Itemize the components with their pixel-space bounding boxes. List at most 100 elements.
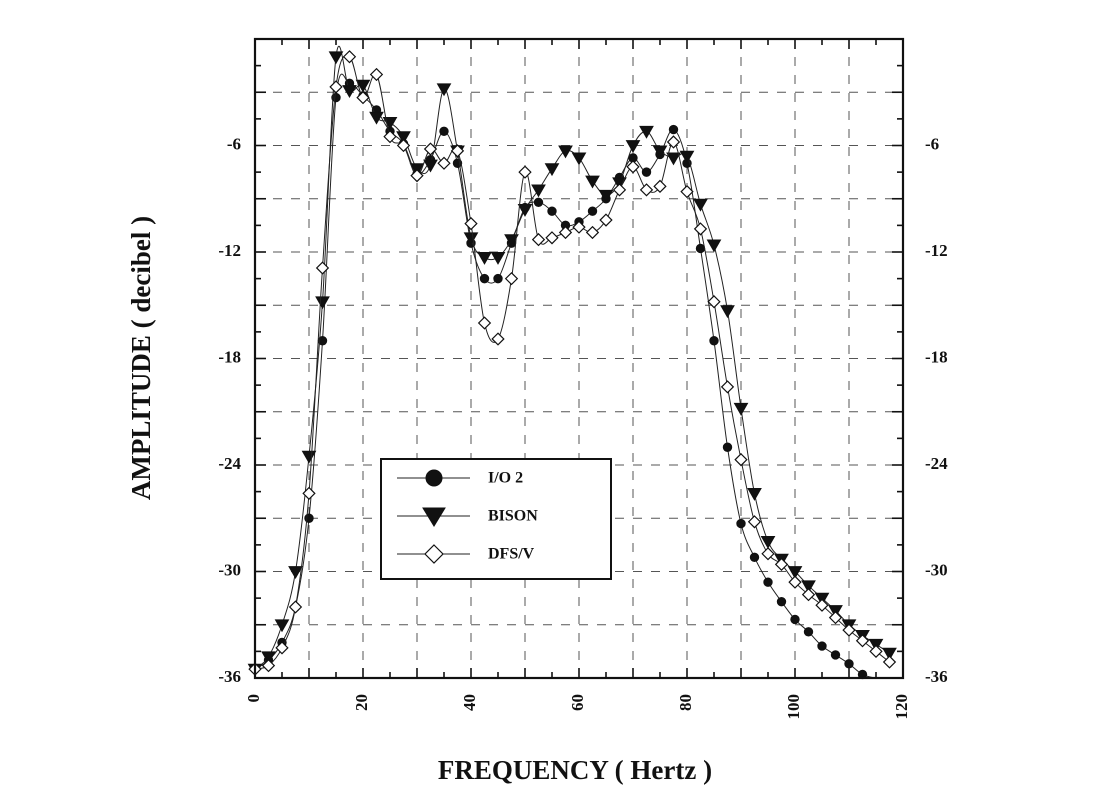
data-point-bison xyxy=(733,402,749,416)
data-point-dfs-v xyxy=(572,220,586,234)
data-point-bison xyxy=(517,204,533,217)
series-layer xyxy=(247,45,897,680)
data-point-bison xyxy=(882,647,897,661)
data-point-bison xyxy=(369,111,384,125)
data-point-bison xyxy=(571,152,587,166)
data-point-dfs-v xyxy=(815,598,829,612)
data-point-dfs-v xyxy=(882,655,897,669)
y-tick-label-right: -12 xyxy=(925,241,948,260)
data-point-dfs-v xyxy=(626,160,640,174)
x-tick-label: 0 xyxy=(244,694,263,703)
data-point-i-o-2 xyxy=(844,659,854,669)
x-tick-label: 20 xyxy=(352,694,371,711)
data-point-dfs-v xyxy=(315,261,330,275)
data-point-dfs-v xyxy=(383,129,397,144)
data-point-bison xyxy=(274,619,290,633)
y-tick-label-right: -18 xyxy=(925,347,948,366)
data-point-dfs-v xyxy=(518,165,532,179)
data-point-dfs-v xyxy=(599,213,613,227)
data-point-dfs-v xyxy=(666,135,681,149)
x-tick-label: 80 xyxy=(676,694,695,711)
legend-box xyxy=(380,458,612,580)
data-point-dfs-v xyxy=(342,50,357,64)
data-point-i-o-2 xyxy=(790,614,800,625)
data-point-dfs-v xyxy=(437,156,451,170)
data-point-dfs-v xyxy=(504,271,519,286)
data-point-i-o-2 xyxy=(830,650,841,660)
data-point-bison xyxy=(423,159,438,173)
data-point-bison xyxy=(504,234,519,248)
data-point-bison xyxy=(598,189,614,203)
data-point-i-o-2 xyxy=(587,206,598,216)
data-point-dfs-v xyxy=(747,515,762,529)
data-point-bison xyxy=(261,651,276,665)
data-point-dfs-v xyxy=(477,316,492,330)
legend-entries: I/O 2 BISON DFS/V xyxy=(397,469,538,564)
data-point-dfs-v xyxy=(464,216,478,231)
legend-marker-i-o-2 xyxy=(425,469,443,487)
data-point-i-o-2 xyxy=(304,513,314,523)
y-tick-label-right: -36 xyxy=(925,667,948,686)
data-point-dfs-v xyxy=(410,169,424,183)
data-point-dfs-v xyxy=(545,231,559,245)
data-point-i-o-2 xyxy=(709,336,719,346)
data-point-bison xyxy=(463,232,479,246)
data-point-dfs-v xyxy=(302,486,316,501)
data-point-i-o-2 xyxy=(439,126,449,137)
data-point-bison xyxy=(666,152,681,166)
data-point-bison xyxy=(436,83,452,97)
data-point-bison xyxy=(558,145,573,159)
data-point-dfs-v xyxy=(450,144,465,158)
data-point-dfs-v xyxy=(585,225,600,240)
legend-label-bison: BISON xyxy=(488,508,538,525)
data-point-dfs-v xyxy=(801,587,816,602)
legend-marker-dfs-v xyxy=(424,544,444,564)
data-point-bison xyxy=(531,184,546,198)
data-point-bison xyxy=(747,488,762,501)
y-tick-label-right: -30 xyxy=(925,560,948,579)
data-point-bison xyxy=(585,175,600,189)
data-point-i-o-2 xyxy=(695,243,706,254)
y-axis-title: AMPLITUDE ( decibel ) xyxy=(126,216,156,500)
x-tick-label: 120 xyxy=(892,694,911,720)
data-point-dfs-v xyxy=(288,600,303,614)
data-point-bison xyxy=(315,296,330,310)
y-tick-label-left: -12 xyxy=(218,241,241,260)
data-point-i-o-2 xyxy=(736,518,746,529)
data-point-bison xyxy=(625,140,641,154)
data-point-i-o-2 xyxy=(749,552,760,562)
data-point-dfs-v xyxy=(558,225,573,240)
data-point-dfs-v xyxy=(275,641,289,655)
data-point-i-o-2 xyxy=(533,197,544,208)
x-tick-label: 100 xyxy=(784,694,803,720)
legend-marker-bison xyxy=(422,507,446,527)
data-point-bison xyxy=(396,131,411,145)
y-tick-label-right: -24 xyxy=(925,454,948,473)
data-point-bison xyxy=(760,535,776,549)
data-point-i-o-2 xyxy=(722,442,733,452)
x-tick-label: 60 xyxy=(568,694,587,711)
series-dfs-v xyxy=(248,50,897,676)
legend: I/O 2 BISON DFS/V xyxy=(380,458,612,580)
data-point-i-o-2 xyxy=(668,124,679,135)
data-point-dfs-v xyxy=(720,380,735,394)
data-point-i-o-2 xyxy=(803,627,814,637)
data-point-bison xyxy=(301,450,317,464)
tick-labels: 0 20 40 60 80 100 120 -6 -6 -12 -12 -18 -18 -24 -24 -30… xyxy=(218,134,948,719)
data-point-bison xyxy=(652,145,668,159)
data-point-i-o-2 xyxy=(776,596,787,607)
data-point-dfs-v xyxy=(261,658,276,673)
data-point-dfs-v xyxy=(693,222,708,236)
data-point-bison xyxy=(787,566,803,580)
data-point-dfs-v xyxy=(842,623,856,637)
data-point-dfs-v xyxy=(869,644,883,659)
axis-ticks xyxy=(254,38,904,679)
data-point-dfs-v xyxy=(788,575,802,589)
data-point-dfs-v xyxy=(356,90,370,105)
y-tick-label-left: -24 xyxy=(218,454,241,473)
data-point-dfs-v xyxy=(707,295,721,309)
data-point-dfs-v xyxy=(639,183,654,197)
data-point-dfs-v xyxy=(855,634,870,648)
data-point-i-o-2 xyxy=(479,273,490,284)
